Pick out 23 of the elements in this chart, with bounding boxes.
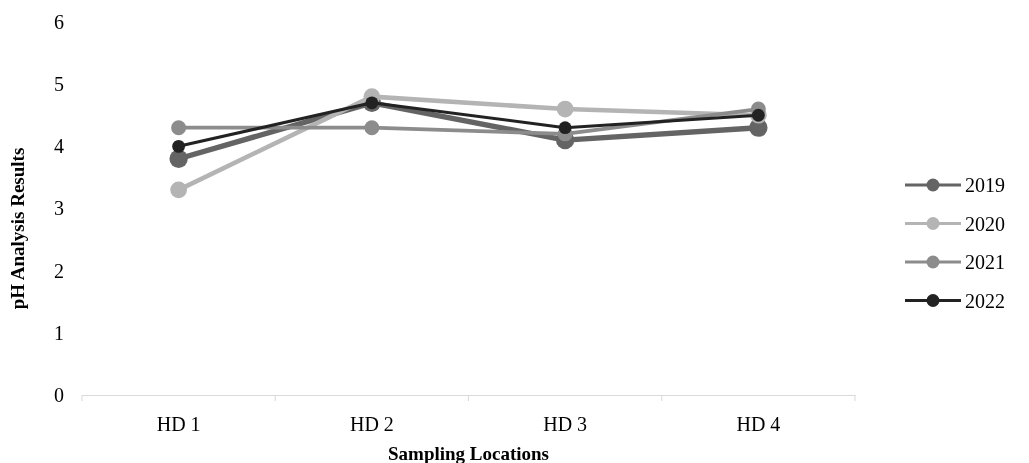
y-tick-label: 4: [54, 135, 64, 158]
x-tick-label: HD 2: [349, 413, 394, 436]
y-tick-label: 1: [54, 321, 64, 344]
legend-label: 2019: [965, 174, 1005, 196]
point: [364, 120, 380, 136]
y-tick-label: 5: [54, 73, 64, 96]
legend-label: 2022: [965, 289, 1005, 312]
point: [558, 121, 572, 135]
x-tick-label: HD 4: [736, 413, 781, 436]
legend-label: 2020: [965, 212, 1005, 235]
y-tick-label: 2: [54, 259, 64, 282]
point: [170, 181, 187, 199]
point: [172, 139, 186, 153]
point: [171, 120, 187, 136]
point: [556, 100, 574, 118]
y-axis-title: pH Analysis Results: [7, 147, 28, 310]
legend-label: 2021: [965, 251, 1005, 273]
y-tick-label: 6: [54, 10, 64, 33]
point: [169, 149, 188, 168]
x-tick-label: HD 3: [543, 413, 588, 436]
x-tick-label: HD 1: [156, 413, 201, 436]
y-tick-label: 0: [54, 383, 64, 406]
y-tick-label: 3: [54, 197, 64, 220]
